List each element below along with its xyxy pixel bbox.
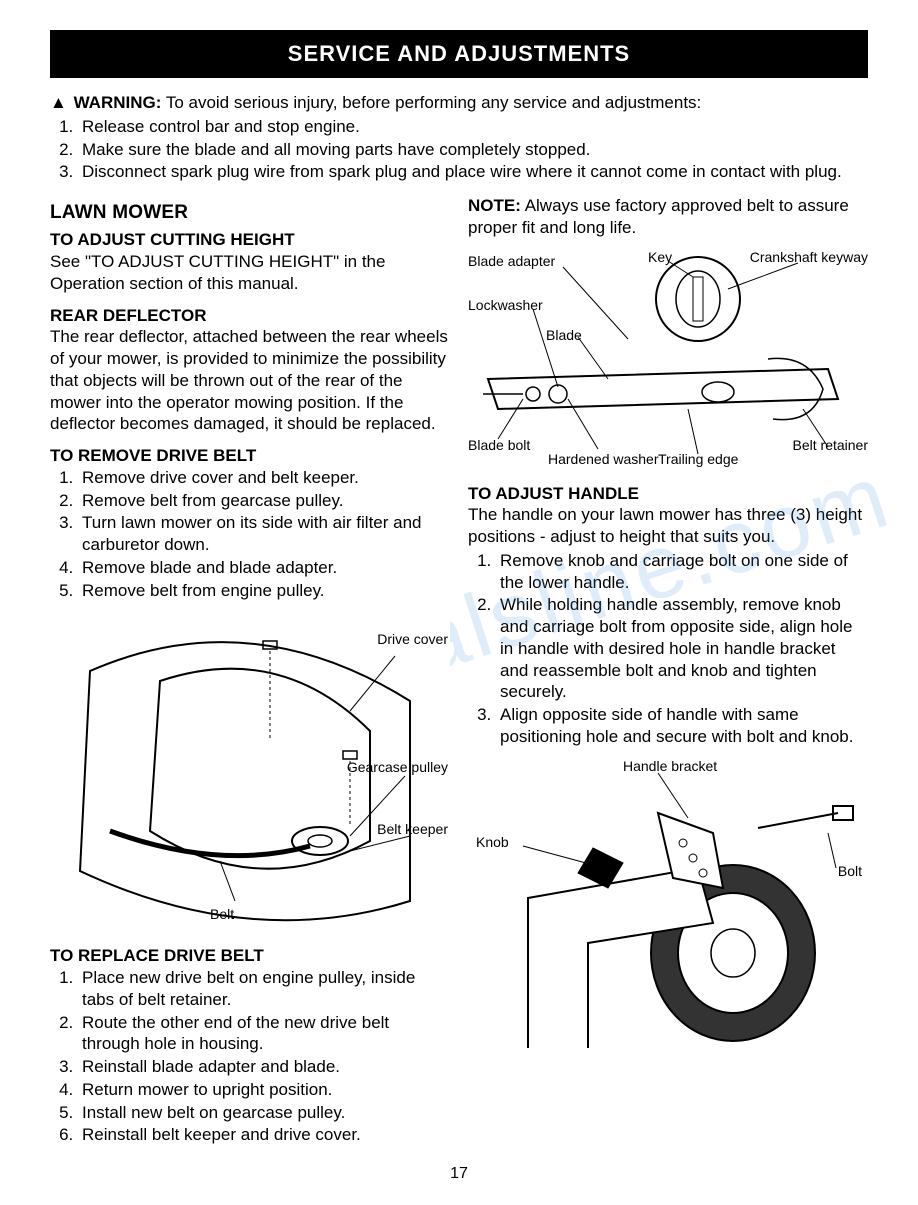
adjust-cutting-body: See "TO ADJUST CUTTING HEIGHT" in the Op… bbox=[50, 251, 450, 295]
note-paragraph: NOTE: Always use factory approved belt t… bbox=[468, 195, 868, 239]
remove-belt-heading: TO REMOVE DRIVE BELT bbox=[50, 445, 450, 467]
adjust-handle-heading: TO ADJUST HANDLE bbox=[468, 483, 868, 505]
warning-list: Release control bar and stop engine. Mak… bbox=[50, 116, 868, 183]
list-item: Place new drive belt on engine pulley, i… bbox=[78, 967, 450, 1011]
lawn-mower-heading: LAWN MOWER bbox=[50, 201, 450, 225]
list-item: Turn lawn mower on its side with air fil… bbox=[78, 512, 450, 556]
adjust-handle-body: The handle on your lawn mower has three … bbox=[468, 504, 868, 548]
blade-assembly-svg bbox=[468, 249, 868, 469]
rear-deflector-heading: REAR DEFLECTOR bbox=[50, 305, 450, 327]
note-text: Always use factory approved belt to assu… bbox=[468, 196, 849, 237]
list-item: Remove belt from engine pulley. bbox=[78, 580, 450, 602]
list-item: Remove belt from gearcase pulley. bbox=[78, 490, 450, 512]
fig-label-gearcase-pulley: Gearcase pulley bbox=[347, 759, 448, 777]
two-column-layout: LAWN MOWER TO ADJUST CUTTING HEIGHT See … bbox=[50, 195, 868, 1156]
warning-item: Release control bar and stop engine. bbox=[78, 116, 868, 138]
list-item: Align opposite side of handle with same … bbox=[496, 704, 868, 748]
list-item: Remove knob and carriage bolt on one sid… bbox=[496, 550, 868, 594]
fig-label-trailing-edge: Trailing edge bbox=[658, 451, 738, 469]
adjust-handle-steps: Remove knob and carriage bolt on one sid… bbox=[468, 550, 868, 748]
fig-label-handle-bracket: Handle bracket bbox=[623, 758, 717, 776]
fig-label-belt: Belt bbox=[210, 906, 234, 924]
warning-heading-line: ▲ WARNING: To avoid serious injury, befo… bbox=[50, 92, 868, 114]
fig-label-knob: Knob bbox=[476, 834, 509, 852]
fig-label-bolt: Bolt bbox=[838, 863, 862, 881]
handle-bracket-svg bbox=[468, 758, 868, 1058]
fig-label-crankshaft-keyway: Crankshaft keyway bbox=[750, 249, 868, 267]
rear-deflector-body: The rear deflector, attached between the… bbox=[50, 326, 450, 435]
right-column: NOTE: Always use factory approved belt t… bbox=[468, 195, 868, 1156]
fig-label-blade-adapter: Blade adapter bbox=[468, 253, 555, 271]
list-item: Install new belt on gearcase pulley. bbox=[78, 1102, 450, 1124]
left-column: LAWN MOWER TO ADJUST CUTTING HEIGHT See … bbox=[50, 195, 450, 1156]
list-item: Return mower to upright position. bbox=[78, 1079, 450, 1101]
list-item: Remove blade and blade adapter. bbox=[78, 557, 450, 579]
warning-label: WARNING: bbox=[74, 93, 162, 112]
fig-label-blade: Blade bbox=[546, 327, 582, 345]
fig-label-belt-retainer: Belt retainer bbox=[793, 437, 868, 455]
list-item: Route the other end of the new drive bel… bbox=[78, 1012, 450, 1056]
list-item: Reinstall belt keeper and drive cover. bbox=[78, 1124, 450, 1146]
warning-block: ▲ WARNING: To avoid serious injury, befo… bbox=[50, 92, 868, 183]
adjust-cutting-heading: TO ADJUST CUTTING HEIGHT bbox=[50, 229, 450, 251]
remove-belt-steps: Remove drive cover and belt keeper. Remo… bbox=[50, 467, 450, 602]
handle-bracket-figure: Handle bracket Knob Bolt bbox=[468, 758, 868, 1058]
fig-label-hardened-washer: Hardened washer bbox=[548, 451, 659, 469]
replace-belt-heading: TO REPLACE DRIVE BELT bbox=[50, 945, 450, 967]
note-label: NOTE: bbox=[468, 196, 521, 215]
fig-label-lockwasher: Lockwasher bbox=[468, 297, 543, 315]
drive-cover-figure: Drive cover Gearcase pulley Belt keeper … bbox=[50, 611, 450, 931]
page-number: 17 bbox=[50, 1164, 868, 1184]
fig-label-drive-cover: Drive cover bbox=[377, 631, 448, 649]
fig-label-belt-keeper: Belt keeper bbox=[377, 821, 448, 839]
list-item: Remove drive cover and belt keeper. bbox=[78, 467, 450, 489]
list-item: Reinstall blade adapter and blade. bbox=[78, 1056, 450, 1078]
fig-label-blade-bolt: Blade bolt bbox=[468, 437, 530, 455]
fig-label-key: Key bbox=[648, 249, 672, 267]
warning-icon: ▲ bbox=[50, 92, 67, 114]
warning-text: To avoid serious injury, before performi… bbox=[166, 93, 701, 112]
page-container: manualsline.com SERVICE AND ADJUSTMENTS … bbox=[50, 30, 868, 1185]
warning-item: Disconnect spark plug wire from spark pl… bbox=[78, 161, 868, 183]
replace-belt-steps: Place new drive belt on engine pulley, i… bbox=[50, 967, 450, 1146]
list-item: While holding handle assembly, remove kn… bbox=[496, 594, 868, 703]
blade-assembly-figure: Blade adapter Key Crankshaft keyway Lock… bbox=[468, 249, 868, 469]
warning-item: Make sure the blade and all moving parts… bbox=[78, 139, 868, 161]
title-bar: SERVICE AND ADJUSTMENTS bbox=[50, 30, 868, 78]
